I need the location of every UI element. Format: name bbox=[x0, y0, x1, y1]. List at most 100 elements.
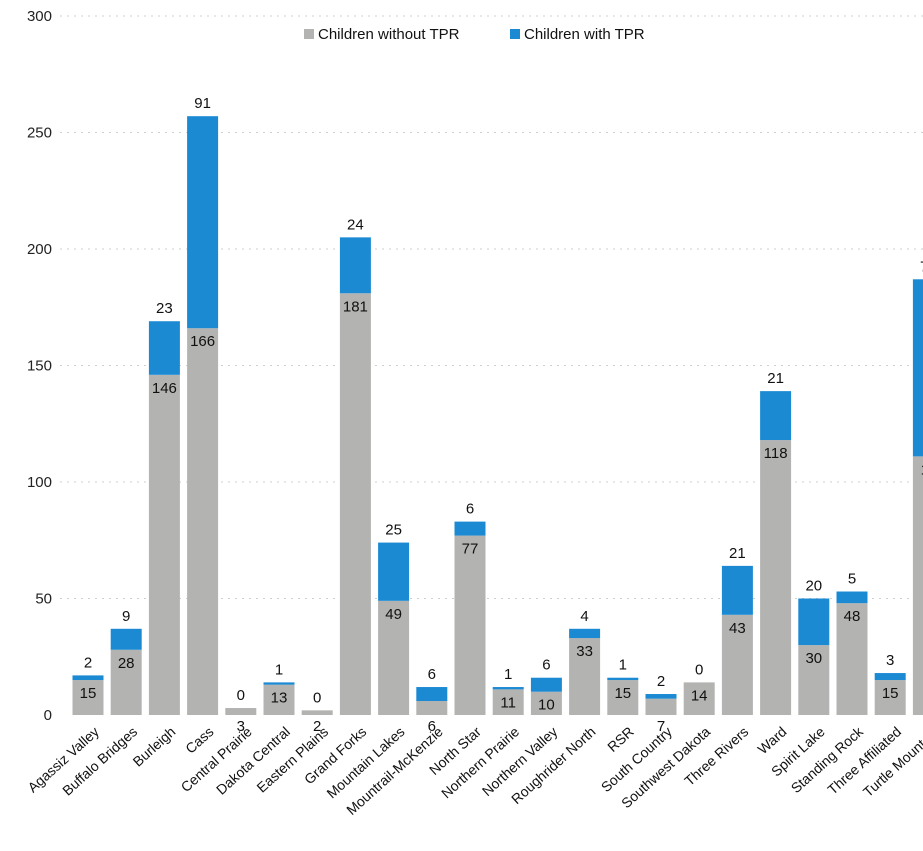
legend-swatch-without-tpr bbox=[304, 29, 314, 39]
data-label-without-tpr: 3 bbox=[237, 718, 245, 735]
bar-with-tpr bbox=[72, 675, 104, 681]
data-label-without-tpr: 48 bbox=[844, 608, 861, 625]
data-label-with-tpr: 0 bbox=[237, 687, 245, 704]
data-label-without-tpr: 10 bbox=[538, 697, 555, 714]
bar-with-tpr bbox=[607, 677, 639, 681]
bar-with-tpr bbox=[263, 682, 295, 685]
bar-with-tpr bbox=[721, 565, 753, 615]
bar-with-tpr bbox=[378, 542, 410, 601]
data-label-with-tpr: 20 bbox=[805, 578, 822, 595]
data-label-without-tpr: 6 bbox=[428, 718, 436, 735]
bar-without-tpr bbox=[301, 710, 333, 715]
bar-without-tpr bbox=[874, 680, 906, 715]
data-label-with-tpr: 24 bbox=[347, 216, 364, 233]
bar-without-tpr bbox=[492, 689, 524, 715]
bar-with-tpr bbox=[569, 628, 601, 639]
x-category-label: RSR bbox=[604, 723, 637, 755]
bar-without-tpr bbox=[263, 684, 295, 715]
y-tick-label: 100 bbox=[27, 474, 52, 491]
bar-without-tpr bbox=[225, 708, 257, 715]
data-label-without-tpr: 13 bbox=[271, 690, 288, 707]
legend-label-with-tpr: Children with TPR bbox=[524, 26, 645, 43]
bar-without-tpr bbox=[760, 440, 792, 715]
data-label-with-tpr: 2 bbox=[657, 673, 665, 690]
y-tick-label: 200 bbox=[27, 241, 52, 258]
bar-without-tpr bbox=[836, 603, 868, 715]
legend: Children without TPR Children with TPR bbox=[304, 26, 645, 43]
bar-with-tpr bbox=[110, 628, 142, 650]
data-label-with-tpr: 1 bbox=[619, 657, 627, 674]
data-label-with-tpr: 6 bbox=[542, 657, 550, 674]
bar-with-tpr bbox=[416, 687, 448, 702]
bar-without-tpr bbox=[148, 374, 180, 715]
bar-with-tpr bbox=[760, 391, 792, 441]
data-label-with-tpr: 1 bbox=[504, 666, 512, 683]
bar-without-tpr bbox=[416, 701, 448, 715]
data-label-without-tpr: 49 bbox=[385, 606, 402, 623]
data-label-without-tpr: 11 bbox=[500, 694, 516, 711]
data-label-with-tpr: 6 bbox=[428, 666, 436, 683]
data-label-without-tpr: 15 bbox=[882, 685, 899, 702]
bar-with-tpr bbox=[148, 321, 180, 375]
bar-without-tpr bbox=[645, 698, 677, 715]
data-label-without-tpr: 28 bbox=[118, 655, 135, 672]
y-tick-label: 250 bbox=[27, 125, 52, 142]
data-label-with-tpr: 21 bbox=[729, 545, 746, 562]
data-label-without-tpr: 166 bbox=[190, 333, 215, 350]
data-label-without-tpr: 33 bbox=[576, 643, 593, 660]
data-label-with-tpr: 21 bbox=[767, 370, 784, 387]
data-label-with-tpr: 23 bbox=[156, 300, 173, 317]
data-label-with-tpr: 0 bbox=[695, 661, 703, 678]
data-label-with-tpr: 25 bbox=[385, 522, 402, 539]
data-label-without-tpr: 30 bbox=[805, 650, 822, 667]
bar-with-tpr bbox=[454, 521, 486, 536]
bar-with-tpr bbox=[492, 687, 524, 690]
bar-without-tpr bbox=[607, 680, 639, 715]
legend-swatch-with-tpr bbox=[510, 29, 520, 39]
data-label-without-tpr: 43 bbox=[729, 620, 746, 637]
y-tick-label: 0 bbox=[44, 707, 52, 724]
data-label-without-tpr: 15 bbox=[80, 685, 97, 702]
bar-with-tpr bbox=[530, 677, 562, 692]
y-tick-label: 50 bbox=[35, 591, 52, 608]
bar-without-tpr bbox=[721, 614, 753, 715]
data-label-without-tpr: 181 bbox=[343, 298, 368, 315]
data-label-with-tpr: 76 bbox=[920, 258, 923, 275]
data-label-without-tpr: 118 bbox=[764, 445, 788, 462]
data-label-with-tpr: 9 bbox=[122, 608, 130, 625]
data-label-with-tpr: 2 bbox=[84, 654, 92, 671]
legend-label-without-tpr: Children without TPR bbox=[318, 26, 460, 43]
bar-without-tpr bbox=[530, 691, 562, 715]
bar-without-tpr bbox=[110, 649, 142, 715]
data-label-with-tpr: 3 bbox=[886, 652, 894, 669]
data-label-without-tpr: 11 bbox=[921, 461, 923, 478]
y-tick-label: 150 bbox=[27, 358, 52, 375]
bar-without-tpr bbox=[187, 328, 219, 715]
data-label-without-tpr: 7 bbox=[657, 718, 665, 735]
bar-without-tpr bbox=[72, 680, 104, 715]
data-label-without-tpr: 146 bbox=[152, 380, 177, 397]
bar-without-tpr bbox=[339, 293, 371, 715]
data-label-with-tpr: 5 bbox=[848, 571, 856, 588]
data-label-without-tpr: 14 bbox=[691, 687, 708, 704]
data-label-with-tpr: 91 bbox=[194, 95, 211, 112]
data-label-without-tpr: 2 bbox=[313, 718, 321, 735]
bar-with-tpr bbox=[836, 591, 868, 604]
data-label-with-tpr: 4 bbox=[580, 608, 588, 625]
data-label-with-tpr: 1 bbox=[275, 661, 283, 678]
bar-with-tpr bbox=[187, 116, 219, 329]
data-label-without-tpr: 77 bbox=[462, 541, 479, 558]
y-axis-ticks: 0 50 100 150 200 250 300 bbox=[27, 8, 52, 724]
data-label-with-tpr: 0 bbox=[313, 689, 321, 706]
x-category-label: Burleigh bbox=[130, 723, 179, 769]
bar-without-tpr bbox=[454, 535, 486, 715]
data-label-with-tpr: 6 bbox=[466, 501, 474, 518]
y-tick-label: 300 bbox=[27, 8, 52, 25]
bar-without-tpr bbox=[912, 456, 923, 715]
bar-with-tpr bbox=[912, 279, 923, 457]
bars bbox=[72, 116, 923, 715]
bar-with-tpr bbox=[874, 673, 906, 681]
